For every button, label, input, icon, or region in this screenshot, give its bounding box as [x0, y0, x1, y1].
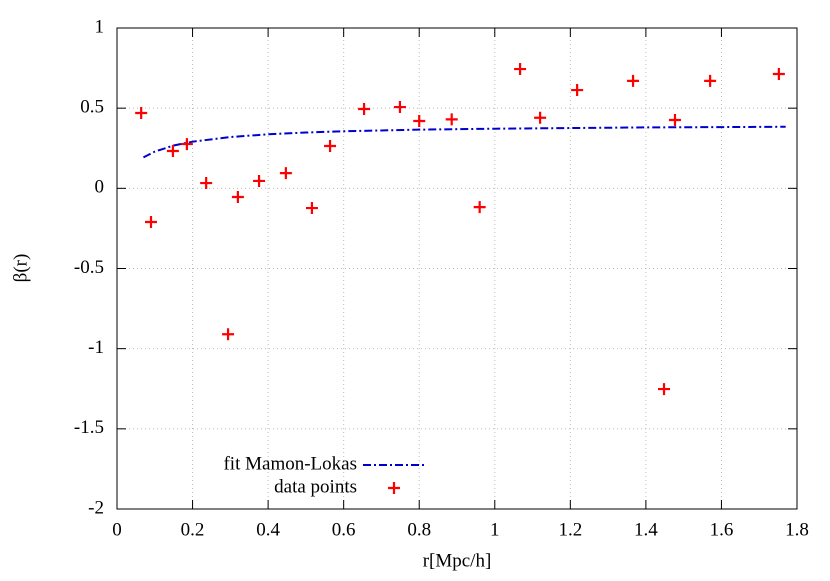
x-tick-label: 0.8: [407, 519, 431, 540]
x-tick-label: 1.6: [710, 519, 734, 540]
data-point: [704, 74, 717, 87]
data-point: [658, 383, 671, 396]
data-point: [445, 113, 458, 126]
data-point: [200, 177, 213, 190]
data-point: [180, 138, 193, 151]
data-point: [145, 216, 157, 229]
y-tick-label: -2: [88, 497, 104, 518]
data-point: [253, 174, 266, 187]
y-tick-label: -0.5: [74, 257, 104, 278]
y-tick-label: -1: [88, 337, 104, 358]
data-point: [231, 190, 244, 203]
x-axis-label: r[Mpc/h]: [423, 550, 492, 571]
data-point: [571, 84, 584, 97]
data-point: [413, 114, 426, 127]
y-tick-label: 1: [95, 16, 105, 37]
x-tick-label: 0.6: [332, 519, 356, 540]
data-point: [279, 167, 292, 180]
x-tick-label: 1: [490, 519, 500, 540]
x-tick-label: 1.4: [634, 519, 658, 540]
data-point: [627, 74, 640, 87]
x-tick-label: 1.8: [785, 519, 809, 540]
data-point: [166, 144, 179, 157]
legend-label: data points: [274, 476, 357, 497]
data-point: [324, 140, 337, 153]
x-tick-label: 0.4: [256, 519, 280, 540]
data-point: [222, 328, 235, 341]
fit-line: [142, 125, 786, 159]
data-point: [135, 106, 148, 119]
data-point: [305, 202, 318, 215]
legend-label: fit Mamon-Lokas: [223, 453, 357, 474]
legend-swatch: [388, 482, 400, 494]
y-axis-label: β(r): [10, 254, 31, 283]
y-tick-label: 0: [95, 177, 105, 198]
data-point: [473, 201, 486, 214]
data-point: [393, 101, 406, 114]
y-tick-label: 0.5: [80, 97, 104, 118]
data-point: [534, 111, 547, 124]
x-tick-label: 0.2: [181, 519, 205, 540]
y-tick-label: -1.5: [74, 417, 104, 438]
x-tick-label: 0: [112, 519, 122, 540]
data-point: [668, 114, 681, 127]
x-tick-label: 1.2: [558, 519, 582, 540]
data-point: [514, 63, 527, 76]
plot-frame: [116, 27, 798, 510]
data-point: [358, 102, 371, 115]
data-point: [772, 68, 785, 81]
